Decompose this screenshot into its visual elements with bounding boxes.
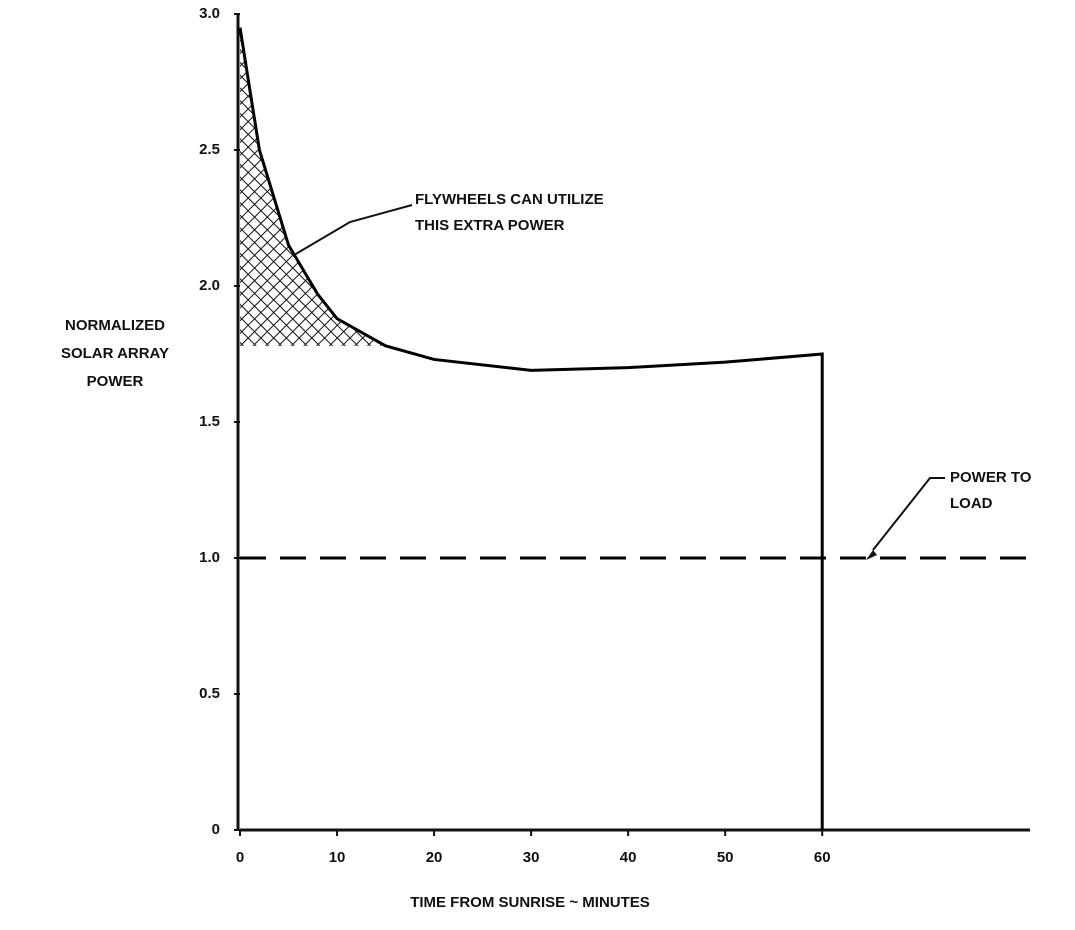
annotation: FLYWHEELS CAN UTILIZE: [415, 191, 604, 208]
y-axis-label: POWER: [87, 373, 144, 390]
annotation: POWER TO: [950, 469, 1032, 486]
y-tick-label: 2.5: [199, 141, 220, 158]
x-tick-label: 10: [329, 849, 346, 866]
x-tick-label: 20: [426, 849, 443, 866]
y-axis-label: NORMALIZED: [65, 317, 165, 334]
y-tick-label: 1.5: [199, 413, 220, 430]
x-tick-label: 0: [236, 849, 244, 866]
y-tick-label: 0: [212, 821, 220, 838]
y-axis-label: SOLAR ARRAY: [61, 345, 169, 362]
x-tick-label: 40: [620, 849, 637, 866]
y-tick-label: 1.0: [199, 549, 220, 566]
y-tick-label: 2.0: [199, 277, 220, 294]
leader-line: [872, 477, 945, 551]
annotation: LOAD: [950, 495, 993, 512]
line: [238, 27, 824, 830]
x-tick-label: 30: [523, 849, 540, 866]
arrowhead: [866, 550, 877, 560]
leader-line: [271, 204, 413, 269]
hatch-area: [240, 27, 386, 346]
x-tick-label: 50: [717, 849, 734, 866]
x-axis-label: TIME FROM SUNRISE ~ MINUTES: [410, 894, 650, 911]
y-tick-label: 0.5: [199, 685, 220, 702]
x-tick-label: 60: [814, 849, 831, 866]
y-tick-label: 3.0: [199, 5, 220, 22]
annotation: THIS EXTRA POWER: [415, 217, 565, 234]
